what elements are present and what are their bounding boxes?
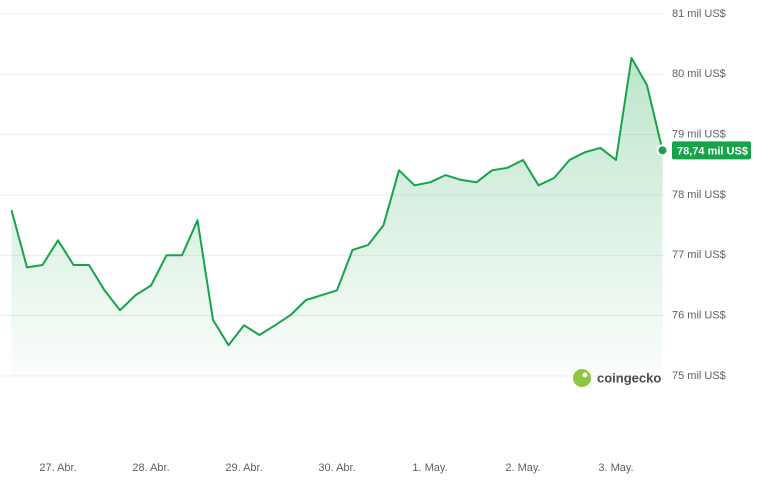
x-tick-label: 27. Abr. <box>39 462 76 474</box>
price-tag <box>672 141 751 160</box>
plot: 78,74 mil US$ <box>10 57 751 376</box>
x-tick-label: 2. May. <box>505 462 540 474</box>
x-tick-label: 28. Abr. <box>132 462 169 474</box>
area <box>11 58 663 376</box>
price-line <box>10 57 664 347</box>
price-tag-label: 78,74 mil US$ <box>677 145 748 157</box>
x-tick-label: 30. Abr. <box>318 462 355 474</box>
y-tick-label: 79 mil US$ <box>672 129 726 141</box>
y-tick-label: 77 mil US$ <box>672 249 726 261</box>
x-tick-label: 3. May. <box>598 462 633 474</box>
y-tick-label: 76 mil US$ <box>672 310 726 322</box>
watermark-text: coingecko <box>597 370 661 385</box>
y-tick-label: 80 mil US$ <box>672 68 726 80</box>
watermark-logo-eye <box>582 372 588 378</box>
y-tick-label: 75 mil US$ <box>672 370 726 382</box>
last-point <box>656 144 669 157</box>
y-tick-label: 81 mil US$ <box>672 8 726 20</box>
watermark-logo <box>573 369 591 387</box>
watermark: coingecko <box>573 369 661 387</box>
y-tick-label: 78 mil US$ <box>672 189 726 201</box>
x-tick-label: 29. Abr. <box>225 462 262 474</box>
x-tick-label: 1. May. <box>412 462 447 474</box>
grid: 75 mil US$ 76 mil US$ 77 mil US$ 78 mil US$… <box>0 8 726 474</box>
